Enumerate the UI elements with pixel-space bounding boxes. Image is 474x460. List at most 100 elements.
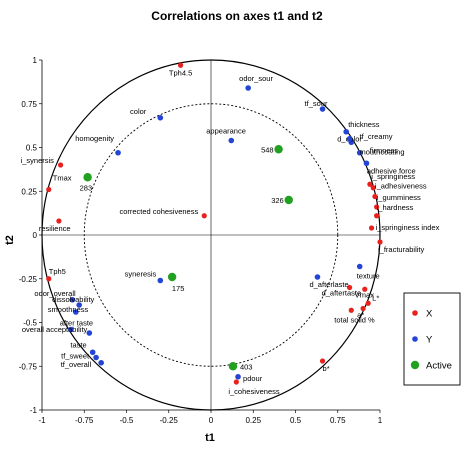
y-point-label: tf_overall	[61, 360, 92, 369]
active-point	[274, 145, 283, 154]
y-tick-label: 0.25	[21, 187, 37, 196]
x-point-label: d_aftertaste	[322, 289, 362, 298]
active-point	[167, 272, 177, 282]
y-point-label: color	[130, 107, 147, 116]
x-point-label: adhesive force	[367, 166, 416, 175]
y-point-label: after taste	[60, 319, 93, 328]
y-point	[356, 149, 363, 156]
y-point-label: taste	[70, 340, 86, 349]
legend-label-y: Y	[426, 335, 433, 346]
x-tick-label: -0.75	[75, 416, 94, 425]
x-point	[362, 286, 368, 292]
x-point	[370, 185, 376, 191]
y-point	[67, 326, 74, 333]
y-point	[86, 330, 93, 336]
y-tick-label: -0.75	[19, 362, 38, 371]
x-point	[56, 218, 62, 224]
y-point-label: odor_sour	[239, 74, 273, 83]
y-point-label: firmness	[370, 146, 399, 155]
y-point	[157, 277, 164, 284]
y-point-label: tf_creamy	[360, 132, 393, 141]
y-tick-label: -0.25	[19, 275, 38, 284]
x-point-label: Tph4.5	[169, 68, 192, 77]
y-point	[314, 274, 321, 280]
y-point	[98, 359, 104, 366]
active-point-label: 326	[271, 196, 284, 205]
x-point-label: i_fracturability	[378, 245, 425, 254]
x-point-label: i_gumminess	[377, 193, 421, 202]
x-point	[346, 284, 353, 291]
x-point	[377, 239, 383, 245]
x-point	[348, 307, 354, 313]
legend-label-x: X	[426, 309, 433, 320]
legend-marker-x	[412, 310, 418, 316]
x-point	[177, 62, 184, 68]
x-point	[319, 358, 326, 364]
y-point	[235, 373, 241, 380]
y-point-label: overall acceptability	[22, 325, 88, 334]
x-tick-label: -0.25	[160, 416, 179, 425]
y-tick-label: -0.5	[23, 319, 37, 328]
y-axis-title: t2	[4, 235, 16, 245]
y-point	[73, 309, 79, 315]
y-point	[93, 354, 99, 361]
x-point-label: i_cohesiveness	[228, 387, 280, 396]
y-tick-label: 1	[33, 56, 38, 65]
y-tick-label: 0	[33, 231, 38, 240]
x-point-label: i_hardness	[377, 203, 414, 212]
active-point-label: 175	[172, 284, 185, 293]
y-point	[363, 160, 370, 167]
y-tick-label: 0.75	[21, 100, 37, 109]
x-tick-label: 1	[378, 416, 383, 425]
y-point	[343, 128, 350, 135]
x-point-label: Tmax	[53, 174, 72, 183]
x-point	[368, 225, 375, 231]
y-point	[89, 349, 96, 356]
x-point-label: i_springiness index	[376, 223, 440, 232]
y-point-label: homogenity	[75, 134, 114, 143]
y-point-label: tf_sour	[305, 99, 328, 108]
x-point-label: Tph5	[49, 267, 66, 276]
active-point	[228, 362, 238, 371]
y-point	[115, 149, 121, 156]
active-point-label: 548	[261, 145, 274, 154]
x-point	[365, 300, 371, 306]
x-tick-label: 0.25	[245, 416, 261, 425]
y-point-label: odor_overall	[34, 289, 76, 298]
x-point-label: resilience	[39, 224, 71, 233]
x-point	[360, 305, 366, 312]
y-point-label: dissolvability	[52, 295, 94, 304]
plot-area: -1 -0.75 -0.5 -0.25 0 0.25 0.5 0.75 1 -1 -0.75 -0.5…	[19, 56, 440, 425]
y-point	[319, 106, 326, 112]
x-point	[372, 193, 378, 200]
x-point	[201, 213, 207, 219]
x-tick-label: -1	[38, 416, 46, 425]
y-point-label: pdour	[243, 374, 263, 383]
x-point-label: corrected cohesiveness	[119, 207, 198, 216]
x-point	[46, 186, 52, 193]
x-point	[374, 213, 380, 219]
x-point-label: i_springiness	[371, 172, 415, 181]
y-point-label: d_afterlaste	[309, 280, 348, 289]
legend-marker-y	[412, 336, 418, 342]
y-point	[346, 135, 353, 142]
x-tick-label: -0.5	[120, 416, 134, 425]
x-point-label: i_synersis	[21, 156, 55, 165]
x-tick-label: 0	[209, 416, 214, 425]
x-point-label: a*	[357, 311, 364, 320]
y-point	[356, 263, 363, 270]
x-point-label: i_adhesiveness	[375, 182, 427, 191]
y-point	[245, 85, 251, 91]
active-point	[83, 173, 92, 182]
active-point-label: 283	[80, 183, 93, 192]
y-point-label: smoothness	[48, 305, 89, 314]
y-point	[76, 302, 82, 308]
x-axis-title: t1	[205, 432, 215, 444]
x-tick-label: 0.75	[330, 416, 346, 425]
y-point-label: tf_sweet	[61, 352, 90, 361]
y-tick-label: 0.5	[26, 144, 38, 153]
x-point-label: b*	[323, 364, 330, 373]
x-point-label: total solid %	[334, 315, 375, 324]
x-point	[374, 204, 380, 210]
